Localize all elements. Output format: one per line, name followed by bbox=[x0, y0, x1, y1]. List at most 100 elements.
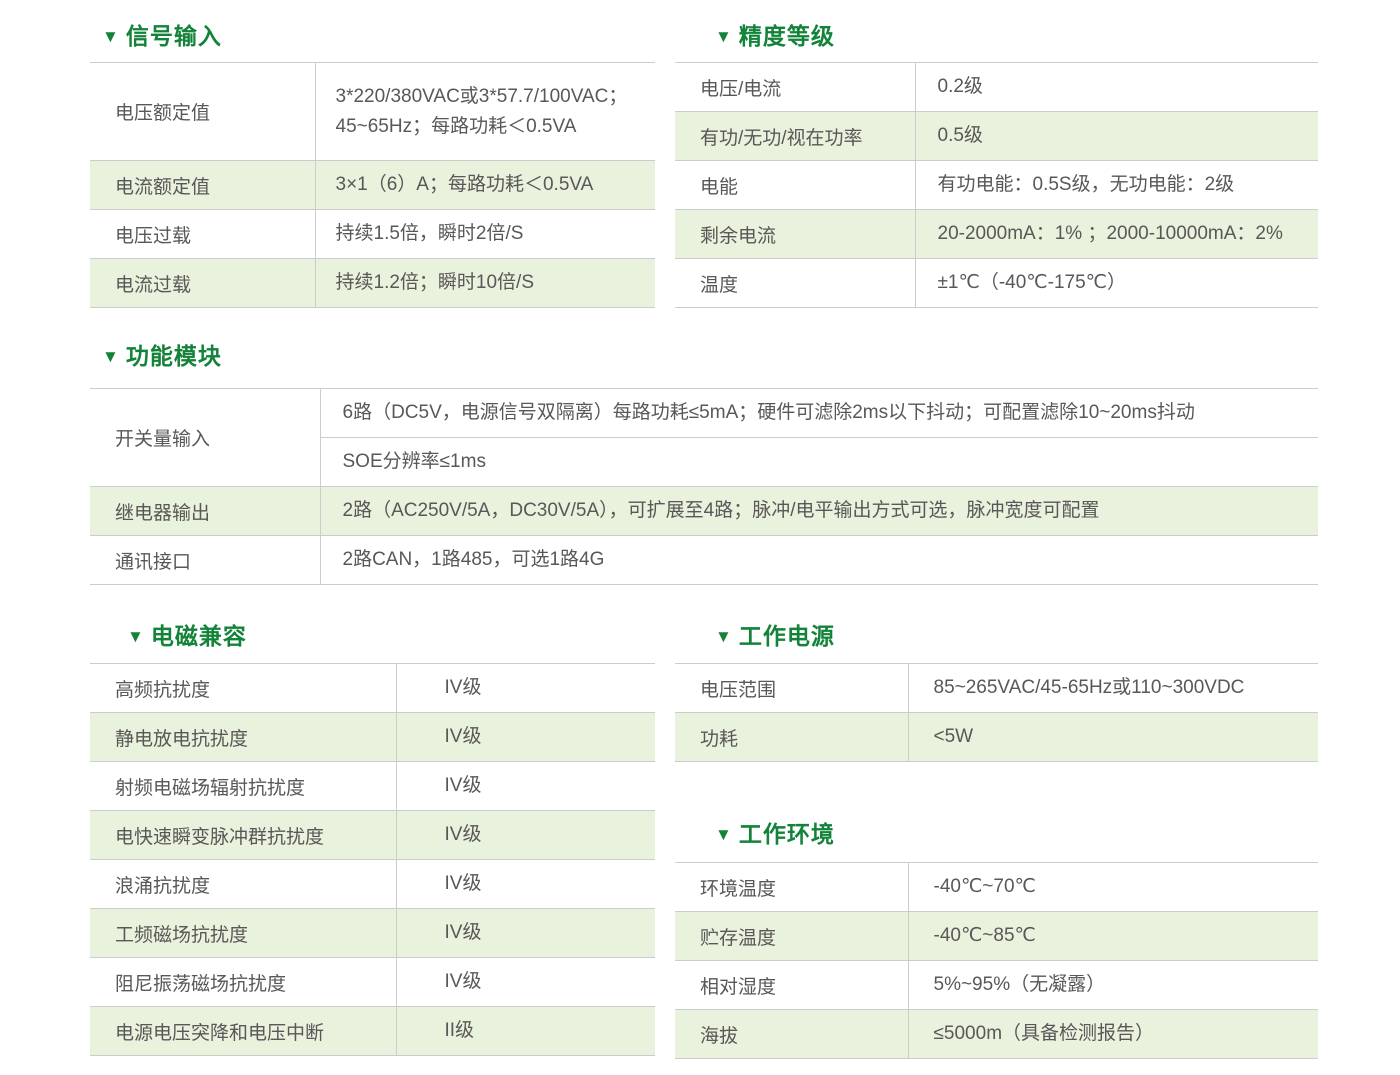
spec-value: 0.2级 bbox=[915, 62, 1318, 112]
spec-label: 海拔 bbox=[675, 1009, 909, 1059]
spec-label: 相对湿度 bbox=[675, 960, 909, 1010]
spec-value: 20-2000mA：1% ；2000-10000mA：2% bbox=[915, 209, 1318, 259]
section-working-power: ▼ 工作电源 电压范围 85~265VAC/45-65Hz或110~300VDC … bbox=[675, 622, 1318, 762]
table-row: SOE分辨率≤1ms bbox=[90, 437, 1318, 487]
spec-label: 电流额定值 bbox=[90, 160, 316, 210]
spec-label: 温度 bbox=[675, 258, 916, 308]
spec-label: 电压过载 bbox=[90, 209, 316, 259]
table-row: 环境温度 -40℃~70℃ bbox=[675, 862, 1318, 912]
triangle-down-icon: ▼ bbox=[127, 627, 144, 646]
table-row: 电流过载 持续1.2倍；瞬时10倍/S bbox=[90, 258, 655, 308]
spec-value: -40℃~70℃ bbox=[908, 862, 1318, 912]
table-row: 海拔 ≤5000m（具备检测报告） bbox=[675, 1009, 1318, 1059]
section-title-label: 功能模块 bbox=[125, 343, 222, 369]
spec-label: 有功/无功/视在功率 bbox=[675, 111, 916, 161]
spec-value: 0.5级 bbox=[915, 111, 1318, 161]
section-emc: ▼ 电磁兼容 高频抗扰度 IV级 静电放电抗扰度 IV级 射频电磁场辐射抗扰度 I… bbox=[90, 622, 655, 1056]
spec-label: 开关量输入 bbox=[90, 388, 321, 487]
table-row: 功耗 <5W bbox=[675, 712, 1318, 762]
spec-label: 工频磁场抗扰度 bbox=[90, 908, 397, 958]
section-title: ▼ 工作环境 bbox=[675, 820, 1318, 848]
spec-table: 开关量输入 6路（DC5V，电源信号双隔离）每路功耗≤5mA；硬件可滤除2ms以… bbox=[90, 388, 1318, 585]
spec-label: 贮存温度 bbox=[675, 911, 909, 961]
table-row: 电能 有功电能：0.5S级，无功电能：2级 bbox=[675, 160, 1318, 210]
spec-value: IV级 bbox=[396, 810, 655, 860]
table-row: 贮存温度 -40℃~85℃ bbox=[675, 911, 1318, 961]
table-row: 静电放电抗扰度 IV级 bbox=[90, 712, 655, 762]
spec-value: IV级 bbox=[396, 908, 655, 958]
section-title: ▼ 功能模块 bbox=[90, 342, 1318, 370]
section-working-environment: ▼ 工作环境 环境温度 -40℃~70℃ 贮存温度 -40℃~85℃ 相对湿度 5… bbox=[675, 820, 1318, 1059]
spec-value: 持续1.5倍，瞬时2倍/S bbox=[315, 209, 655, 259]
spec-label: 射频电磁场辐射抗扰度 bbox=[90, 761, 397, 811]
spec-label: 电压范围 bbox=[675, 663, 909, 713]
spec-label: 阻尼振荡磁场抗扰度 bbox=[90, 957, 397, 1007]
table-row: 电压范围 85~265VAC/45-65Hz或110~300VDC bbox=[675, 663, 1318, 713]
spec-value: IV级 bbox=[396, 761, 655, 811]
spec-value: SOE分辨率≤1ms bbox=[320, 437, 1318, 487]
table-row: 电快速瞬变脉冲群抗扰度 IV级 bbox=[90, 810, 655, 860]
spec-table: 高频抗扰度 IV级 静电放电抗扰度 IV级 射频电磁场辐射抗扰度 IV级 电快速… bbox=[90, 663, 655, 1056]
table-row: 电流额定值 3×1（6）A；每路功耗＜0.5VA bbox=[90, 160, 655, 210]
table-row: 电压额定值 3*220/380VAC或3*57.7/100VAC； 45~65H… bbox=[90, 62, 655, 161]
triangle-down-icon: ▼ bbox=[715, 825, 732, 844]
spec-table: 电压额定值 3*220/380VAC或3*57.7/100VAC； 45~65H… bbox=[90, 62, 655, 308]
spec-value: <5W bbox=[908, 712, 1318, 762]
spec-value: II级 bbox=[396, 1006, 655, 1056]
table-row: 相对湿度 5%~95%（无凝露） bbox=[675, 960, 1318, 1010]
table-row: 电源电压突降和电压中断 II级 bbox=[90, 1006, 655, 1056]
triangle-down-icon: ▼ bbox=[715, 27, 732, 46]
section-title: ▼ 工作电源 bbox=[675, 622, 1318, 650]
spec-label: 电流过载 bbox=[90, 258, 316, 308]
spec-value: IV级 bbox=[396, 957, 655, 1007]
section-title-label: 电磁兼容 bbox=[150, 623, 247, 649]
spec-value: IV级 bbox=[396, 859, 655, 909]
spec-label: 电压额定值 bbox=[90, 62, 316, 161]
spec-table: 电压/电流 0.2级 有功/无功/视在功率 0.5级 电能 有功电能：0.5S级… bbox=[675, 62, 1318, 308]
triangle-down-icon: ▼ bbox=[102, 347, 119, 366]
section-function-module: ▼ 功能模块 开关量输入 6路（DC5V，电源信号双隔离）每路功耗≤5mA；硬件可… bbox=[90, 342, 1318, 585]
table-row: 阻尼振荡磁场抗扰度 IV级 bbox=[90, 957, 655, 1007]
spec-label: 高频抗扰度 bbox=[90, 663, 397, 713]
table-row: 电压/电流 0.2级 bbox=[675, 62, 1318, 112]
section-signal-input: ▼ 信号输入 电压额定值 3*220/380VAC或3*57.7/100VAC； … bbox=[90, 22, 655, 308]
section-title: ▼ 电磁兼容 bbox=[90, 622, 655, 650]
spec-label: 剩余电流 bbox=[675, 209, 916, 259]
table-row: 继电器输出 2路（AC250V/5A，DC30V/5A），可扩展至4路；脉冲/电… bbox=[90, 486, 1318, 536]
spec-value: 持续1.2倍；瞬时10倍/S bbox=[315, 258, 655, 308]
table-row: 工频磁场抗扰度 IV级 bbox=[90, 908, 655, 958]
table-row: 高频抗扰度 IV级 bbox=[90, 663, 655, 713]
spec-value: 有功电能：0.5S级，无功电能：2级 bbox=[915, 160, 1318, 210]
spec-value: IV级 bbox=[396, 712, 655, 762]
spec-value: ±1℃（-40℃-175℃） bbox=[915, 258, 1318, 308]
spec-label: 浪涌抗扰度 bbox=[90, 859, 397, 909]
table-row: 浪涌抗扰度 IV级 bbox=[90, 859, 655, 909]
spec-value: ≤5000m（具备检测报告） bbox=[908, 1009, 1318, 1059]
spec-label: 电快速瞬变脉冲群抗扰度 bbox=[90, 810, 397, 860]
spec-value: 2路（AC250V/5A，DC30V/5A），可扩展至4路；脉冲/电平输出方式可… bbox=[320, 486, 1318, 536]
spec-value: 5%~95%（无凝露） bbox=[908, 960, 1318, 1010]
spec-label: 电能 bbox=[675, 160, 916, 210]
spec-value: IV级 bbox=[396, 663, 655, 713]
table-row: 电压过载 持续1.5倍，瞬时2倍/S bbox=[90, 209, 655, 259]
table-row: 有功/无功/视在功率 0.5级 bbox=[675, 111, 1318, 161]
spec-value: 6路（DC5V，电源信号双隔离）每路功耗≤5mA；硬件可滤除2ms以下抖动；可配… bbox=[320, 388, 1318, 438]
spec-label: 功耗 bbox=[675, 712, 909, 762]
table-row: 开关量输入 6路（DC5V，电源信号双隔离）每路功耗≤5mA；硬件可滤除2ms以… bbox=[90, 388, 1318, 487]
section-title: ▼ 信号输入 bbox=[90, 22, 655, 50]
spec-label: 静电放电抗扰度 bbox=[90, 712, 397, 762]
section-title: ▼ 精度等级 bbox=[675, 22, 1318, 50]
table-row: 温度 ±1℃（-40℃-175℃） bbox=[675, 258, 1318, 308]
spec-label: 电压/电流 bbox=[675, 62, 916, 112]
spec-label: 通讯接口 bbox=[90, 535, 321, 585]
table-row: 射频电磁场辐射抗扰度 IV级 bbox=[90, 761, 655, 811]
section-title-label: 信号输入 bbox=[125, 23, 222, 49]
spec-table: 环境温度 -40℃~70℃ 贮存温度 -40℃~85℃ 相对湿度 5%~95%（… bbox=[675, 862, 1318, 1059]
spec-label: 环境温度 bbox=[675, 862, 909, 912]
triangle-down-icon: ▼ bbox=[715, 627, 732, 646]
spec-value: 3*220/380VAC或3*57.7/100VAC； 45~65Hz；每路功耗… bbox=[315, 62, 655, 161]
spec-value: 85~265VAC/45-65Hz或110~300VDC bbox=[908, 663, 1318, 713]
section-accuracy-grade: ▼ 精度等级 电压/电流 0.2级 有功/无功/视在功率 0.5级 电能 有功电能… bbox=[675, 22, 1318, 308]
section-title-label: 精度等级 bbox=[738, 23, 835, 49]
spec-value: -40℃~85℃ bbox=[908, 911, 1318, 961]
